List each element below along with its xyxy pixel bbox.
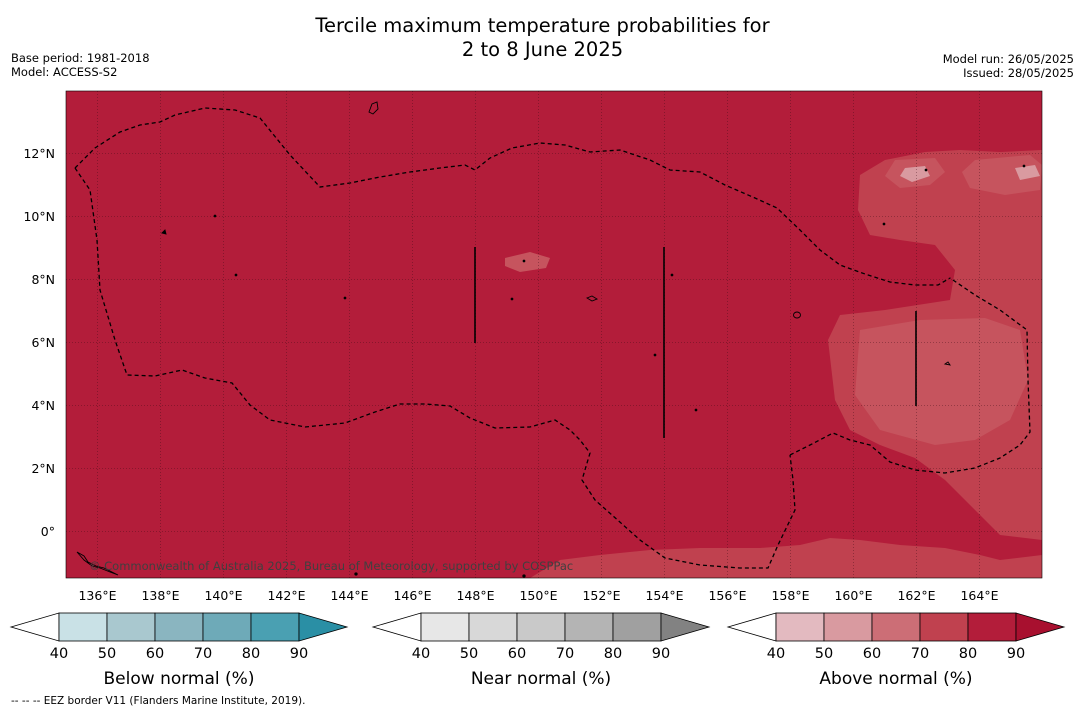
cb-below-label-40: 40 <box>50 646 68 662</box>
map-area: © Commonwealth of Australia 2025, Bureau… <box>66 91 1042 578</box>
map-frame <box>65 90 1043 579</box>
copyright-text: © Commonwealth of Australia 2025, Bureau… <box>89 559 573 573</box>
lon-tick-154: 154°E <box>645 588 683 603</box>
cb-near-label-90: 90 <box>652 646 670 662</box>
cb-above-label-70: 70 <box>911 646 929 662</box>
lon-tick-160: 160°E <box>834 588 872 603</box>
cb-above-label-90: 90 <box>1007 646 1025 662</box>
lat-tick-0: 0° <box>41 524 55 539</box>
title-line-1: Tercile maximum temperature probabilitie… <box>315 14 770 37</box>
cb-below-label-70: 70 <box>194 646 212 662</box>
prob-above-70-south <box>530 538 1042 578</box>
lon-tick-152: 152°E <box>582 588 620 603</box>
lat-tick-labels: 0° 2°N 4°N 6°N 8°N 10°N 12°N <box>23 146 55 539</box>
eez-footnote: -- -- -- EEZ border V11 (Flanders Marine… <box>11 695 306 707</box>
cb-near-label-50: 50 <box>460 646 478 662</box>
cb-below-arrow-left <box>9 612 60 642</box>
cb-near-label-70: 70 <box>556 646 574 662</box>
prob-above-60-ne <box>962 155 1042 195</box>
cb-below-seg-5 <box>250 612 300 642</box>
lon-tick-150: 150°E <box>519 588 557 603</box>
cb-near-arrow-right <box>660 612 711 642</box>
cb-above-label-80: 80 <box>959 646 977 662</box>
cb-below-label-90: 90 <box>290 646 308 662</box>
cb-near-arrow-left <box>371 612 422 642</box>
cb-above-title: Above normal (%) <box>819 669 972 689</box>
cb-below-seg-3 <box>154 612 204 642</box>
lon-tick-labels: 136°E 138°E 140°E 142°E 144°E 146°E 148°… <box>78 588 998 603</box>
lat-tick-4: 4°N <box>31 398 55 413</box>
lon-tick-136: 136°E <box>78 588 116 603</box>
colorbar-above-normal: 40 50 60 70 80 90 Above normal (%) <box>726 612 1066 689</box>
lon-tick-162: 162°E <box>897 588 935 603</box>
meta-left: Base period: 1981-2018 Model: ACCESS-S2 <box>11 51 150 79</box>
cb-above-label-60: 60 <box>863 646 881 662</box>
eez-border-east <box>789 277 1031 474</box>
lat-tick-2: 2°N <box>31 461 55 476</box>
cb-near-seg-4 <box>564 612 614 642</box>
cb-above-label-50: 50 <box>815 646 833 662</box>
title-line-2: 2 to 8 June 2025 <box>461 38 624 61</box>
lat-tick-8: 8°N <box>31 272 55 287</box>
cb-below-title: Below normal (%) <box>104 669 255 689</box>
cb-near-seg-2 <box>468 612 518 642</box>
cb-near-label-60: 60 <box>508 646 526 662</box>
cb-above-seg-2 <box>823 612 873 642</box>
issued-date: Issued: 28/05/2025 <box>963 66 1074 80</box>
cb-near-seg-5 <box>612 612 662 642</box>
lon-tick-156: 156°E <box>708 588 746 603</box>
prob-above-60-central <box>505 252 550 272</box>
cb-near-seg-1 <box>420 612 470 642</box>
cb-near-label-80: 80 <box>604 646 622 662</box>
lon-tick-146: 146°E <box>393 588 431 603</box>
eez-border-west <box>74 167 796 569</box>
cb-above-seg-1 <box>775 612 825 642</box>
prob-above-60-mid <box>855 318 1028 445</box>
base-period: Base period: 1981-2018 <box>11 51 150 65</box>
islands <box>76 101 1026 578</box>
meta-right: Model run: 26/05/2025 Issued: 28/05/2025 <box>943 52 1074 80</box>
cb-above-seg-4 <box>919 612 969 642</box>
cb-above-seg-3 <box>871 612 921 642</box>
model-run: Model run: 26/05/2025 <box>942 52 1074 66</box>
eez-border-north <box>74 107 951 286</box>
cb-below-label-50: 50 <box>98 646 116 662</box>
cb-below-label-60: 60 <box>146 646 164 662</box>
cb-below-label-80: 80 <box>242 646 260 662</box>
cb-above-arrow-left <box>726 612 777 642</box>
lat-tick-10: 10°N <box>23 209 55 224</box>
map-title: Tercile maximum temperature probabilitie… <box>0 14 1085 62</box>
lat-tick-12: 12°N <box>23 146 55 161</box>
prob-above-50-ne <box>1015 165 1040 180</box>
colorbar-near-normal: 40 50 60 70 80 90 Near normal (%) <box>371 612 711 689</box>
cb-near-label-40: 40 <box>412 646 430 662</box>
colorbar-below-normal: 40 50 60 70 80 90 Below normal (%) <box>9 612 349 689</box>
cb-below-seg-4 <box>202 612 252 642</box>
lon-tick-148: 148°E <box>456 588 494 603</box>
lat-tick-6: 6°N <box>31 335 55 350</box>
lon-tick-164: 164°E <box>960 588 998 603</box>
cb-near-seg-3 <box>516 612 566 642</box>
cb-above-arrow-right <box>1015 612 1066 642</box>
lon-tick-142: 142°E <box>267 588 305 603</box>
grid-lines <box>66 91 1042 578</box>
lon-tick-140: 140°E <box>204 588 242 603</box>
lon-tick-138: 138°E <box>141 588 179 603</box>
lon-tick-158: 158°E <box>771 588 809 603</box>
cb-below-arrow-right <box>298 612 349 642</box>
cb-below-seg-1 <box>58 612 108 642</box>
cb-above-seg-5 <box>967 612 1017 642</box>
cb-below-seg-2 <box>106 612 156 642</box>
cb-near-title: Near normal (%) <box>471 669 611 689</box>
cb-above-label-40: 40 <box>767 646 785 662</box>
lon-tick-144: 144°E <box>330 588 368 603</box>
prob-above-50-east <box>900 166 930 182</box>
model-name: Model: ACCESS-S2 <box>11 65 118 79</box>
